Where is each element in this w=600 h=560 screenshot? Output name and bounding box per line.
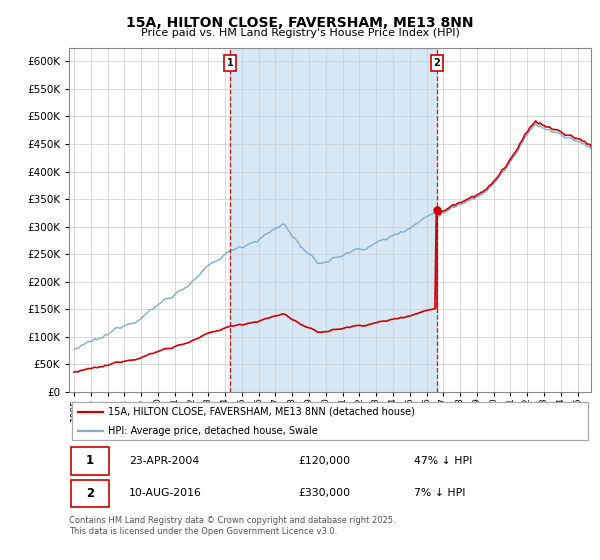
Text: 2: 2 (433, 58, 440, 68)
Text: £120,000: £120,000 (299, 456, 351, 466)
Text: Price paid vs. HM Land Registry's House Price Index (HPI): Price paid vs. HM Land Registry's House … (140, 28, 460, 38)
Text: 10-AUG-2016: 10-AUG-2016 (129, 488, 202, 498)
Text: 15A, HILTON CLOSE, FAVERSHAM, ME13 8NN (detached house): 15A, HILTON CLOSE, FAVERSHAM, ME13 8NN (… (108, 407, 415, 417)
Bar (230, 48, 437, 392)
Text: HPI: Average price, detached house, Swale: HPI: Average price, detached house, Swal… (108, 426, 318, 436)
Text: £330,000: £330,000 (299, 488, 351, 498)
FancyBboxPatch shape (71, 402, 589, 440)
Text: Contains HM Land Registry data © Crown copyright and database right 2025.
This d: Contains HM Land Registry data © Crown c… (69, 516, 395, 536)
Text: 1: 1 (86, 454, 94, 468)
Text: 7% ↓ HPI: 7% ↓ HPI (413, 488, 465, 498)
Text: 23-APR-2004: 23-APR-2004 (129, 456, 199, 466)
Text: 15A, HILTON CLOSE, FAVERSHAM, ME13 8NN: 15A, HILTON CLOSE, FAVERSHAM, ME13 8NN (126, 16, 474, 30)
Text: 2: 2 (86, 487, 94, 500)
FancyBboxPatch shape (71, 480, 109, 507)
Text: 1: 1 (227, 58, 233, 68)
Text: 47% ↓ HPI: 47% ↓ HPI (413, 456, 472, 466)
FancyBboxPatch shape (71, 447, 109, 474)
